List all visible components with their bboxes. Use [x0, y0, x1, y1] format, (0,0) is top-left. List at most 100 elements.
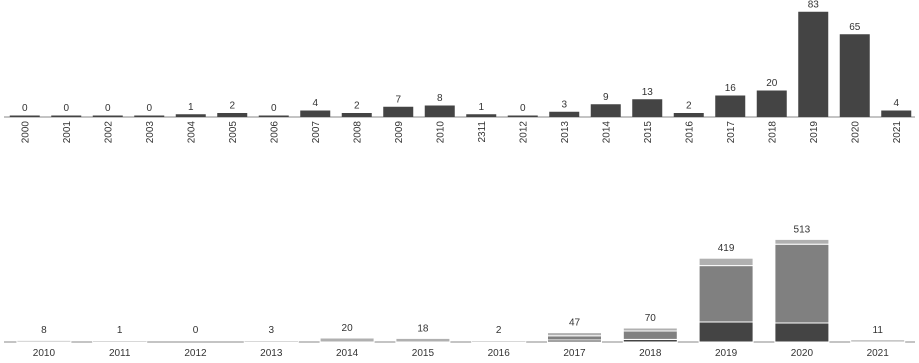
top-bar-2020: [839, 34, 870, 117]
top-bar-2004: [175, 114, 206, 117]
top-value-label: 0: [271, 103, 277, 114]
top-year-tick-label: 2020: [850, 121, 861, 144]
top-value-label: 1: [478, 102, 484, 113]
top-bar-2009: [383, 106, 414, 117]
top-value-label: 83: [808, 0, 820, 10]
bottom-value-label: 419: [718, 243, 735, 254]
top-value-label: 65: [849, 22, 861, 33]
bottom-year-tick-label: 2020: [791, 348, 814, 359]
bottom-value-label: 47: [569, 318, 581, 329]
bottom-value-label: 70: [645, 313, 657, 324]
bottom-stacked-bar-chart: 8 2010 1 2011 0 2012 3 2013 20 2014 18 2015 2 2016 47 2…: [4, 224, 915, 359]
bottom-bar-segment-2019: [698, 257, 754, 267]
top-bar-2000: [9, 115, 40, 117]
top-value-label: 20: [766, 78, 778, 89]
top-value-label: 7: [395, 94, 401, 105]
bottom-bar-segment-2015: [395, 337, 451, 343]
top-year-tick-label: 2009: [394, 121, 405, 144]
bottom-year-tick-label: 2014: [336, 348, 359, 359]
top-bar-2012: [507, 115, 538, 117]
top-value-label: 0: [63, 103, 69, 114]
top-year-tick-label: 2008: [352, 121, 363, 144]
top-bar-2016: [673, 113, 704, 117]
top-year-tick-label: 2006: [269, 121, 280, 144]
top-value-label: 0: [520, 103, 526, 114]
top-value-label: 2: [354, 101, 360, 112]
top-yearly-bar-chart: 0200002001020020200312004220050200642007…: [4, 0, 915, 143]
top-value-label: 4: [893, 98, 899, 109]
top-year-tick-label: 2012: [518, 121, 529, 144]
top-year-tick-label: 2015: [643, 121, 654, 144]
bottom-value-label: 8: [41, 325, 47, 336]
top-value-label: 0: [105, 103, 111, 114]
top-bar-2005: [217, 113, 248, 117]
bottom-year-tick-label: 2016: [488, 348, 511, 359]
bottom-bar-segment-2020: [774, 322, 830, 343]
top-bar-2003: [134, 115, 165, 117]
bottom-bar-segment-2017: [547, 335, 602, 341]
top-year-tick-label: 2003: [145, 121, 156, 144]
top-bar-2017: [715, 95, 746, 117]
bottom-bar-segment-2020: [774, 243, 830, 324]
bottom-bar-segment-2017: [547, 332, 602, 337]
top-value-label: 1: [188, 102, 194, 113]
top-value-label: 4: [312, 98, 318, 109]
top-bar-2013: [549, 111, 580, 117]
bottom-bar-segment-2014: [319, 337, 375, 343]
bottom-bar-segment-2013: [243, 340, 299, 343]
top-year-tick-label: 2010: [435, 121, 446, 144]
bottom-year-tick-label: 2019: [715, 348, 738, 359]
bottom-bar-segment-2010: [16, 339, 72, 343]
bottom-bar-segment-2018: [622, 330, 678, 340]
top-value-label: 3: [561, 99, 567, 110]
bottom-year-tick-label: 2018: [639, 348, 662, 359]
top-bar-2001: [51, 115, 82, 117]
top-value-label: 2: [686, 101, 692, 112]
bottom-year-tick-label: 2021: [867, 348, 890, 359]
top-value-label: 0: [146, 103, 152, 114]
bottom-year-tick-label: 2015: [412, 348, 435, 359]
top-year-tick-label: 2311: [477, 121, 488, 143]
top-bar-2002: [92, 115, 123, 117]
top-year-tick-label: 2002: [103, 121, 114, 144]
top-bar-2311: [466, 114, 497, 117]
bottom-value-label: 20: [342, 323, 354, 334]
top-year-tick-label: 2017: [726, 121, 737, 144]
top-value-label: 8: [437, 93, 443, 104]
top-value-label: 2: [229, 101, 235, 112]
top-year-tick-label: 2000: [20, 121, 31, 144]
top-year-tick-label: 2005: [228, 121, 239, 144]
bottom-bar-segment-2021: [850, 339, 906, 343]
top-bar-2006: [258, 115, 289, 117]
bottom-year-tick-label: 2013: [260, 348, 283, 359]
top-bar-2019: [798, 11, 829, 117]
bottom-value-label: 513: [794, 224, 811, 235]
top-bar-2021: [881, 110, 912, 117]
bottom-value-label: 18: [417, 323, 429, 334]
bottom-year-tick-label: 2017: [563, 348, 586, 359]
top-year-tick-label: 2018: [767, 121, 778, 144]
bottom-bar-segment-2020: [774, 238, 830, 245]
bottom-bar-segment-2016: [471, 340, 527, 343]
bottom-value-label: 3: [269, 325, 275, 336]
top-bar-2010: [424, 105, 455, 117]
top-bar-2018: [756, 90, 787, 117]
top-year-tick-label: 2001: [62, 121, 73, 144]
top-value-label: 0: [22, 103, 28, 114]
bottom-year-tick-label: 2010: [33, 348, 56, 359]
bottom-value-label: 2: [496, 325, 502, 336]
bottom-year-tick-label: 2012: [184, 348, 207, 359]
top-bar-2008: [341, 113, 372, 117]
top-year-tick-label: 2019: [809, 121, 820, 144]
top-bar-2007: [300, 110, 331, 117]
bottom-value-label: 1: [117, 325, 123, 336]
top-bar-2015: [632, 99, 663, 117]
bottom-value-label: 0: [193, 325, 199, 336]
top-year-tick-label: 2021: [892, 121, 903, 144]
top-value-label: 13: [642, 87, 654, 98]
top-year-tick-label: 2016: [684, 121, 695, 144]
bottom-value-label: 11: [873, 325, 884, 336]
top-bar-2014: [590, 104, 621, 117]
top-year-tick-label: 2013: [560, 121, 571, 144]
